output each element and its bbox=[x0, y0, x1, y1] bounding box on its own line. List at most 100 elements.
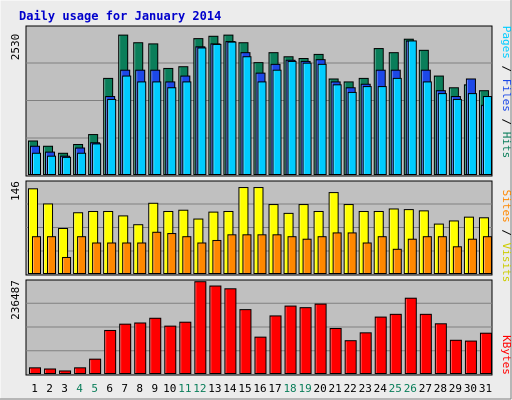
sites-bar bbox=[302, 238, 312, 274]
kbytes-bar-fill bbox=[89, 358, 102, 374]
pages-bar bbox=[62, 156, 72, 176]
sites-bar bbox=[92, 242, 102, 274]
sites-bar-fill bbox=[167, 233, 177, 274]
kbytes-bar bbox=[149, 317, 162, 374]
day-label: 5 bbox=[91, 382, 98, 395]
pages-bar-fill bbox=[347, 91, 357, 175]
kbytes-bar bbox=[269, 315, 282, 375]
pages-bar-fill bbox=[392, 77, 402, 175]
sites-bar-fill bbox=[242, 234, 252, 275]
pages-bar-fill bbox=[242, 56, 252, 176]
day-labels: 1 2 3 4 5 6 7 8 9 10 11 12 13 14 15 16 17 18 19 20 21 22 23 24 2… bbox=[31, 382, 492, 395]
pages-bar-fill bbox=[317, 63, 327, 175]
pages-bar bbox=[392, 77, 402, 175]
kbytes-bar-fill bbox=[449, 339, 462, 375]
sites-bar bbox=[377, 236, 387, 275]
pages-bar bbox=[92, 143, 102, 176]
day-label: 25 bbox=[389, 382, 402, 395]
kbytes-bar-fill bbox=[104, 329, 117, 374]
day-label: 26 bbox=[404, 382, 417, 395]
pages-bar bbox=[197, 47, 207, 175]
kbytes-bar bbox=[134, 322, 147, 375]
pages-bar-fill bbox=[422, 81, 432, 175]
pages-bar bbox=[422, 81, 432, 175]
middle-axis-max-label: 146 bbox=[9, 181, 22, 201]
kbytes-bar-fill bbox=[314, 303, 327, 374]
kbytes-bar bbox=[374, 316, 387, 375]
pages-bar-fill bbox=[377, 86, 387, 175]
kbytes-bar bbox=[164, 325, 177, 375]
pages-bar bbox=[152, 81, 162, 175]
legend-pages: Pages bbox=[500, 26, 512, 59]
sites-bar-fill bbox=[197, 242, 207, 274]
pages-bar bbox=[242, 56, 252, 176]
day-label: 1 bbox=[31, 382, 38, 395]
sites-bar bbox=[182, 236, 192, 275]
kbytes-bar-fill bbox=[374, 316, 387, 375]
pages-bar-fill bbox=[137, 81, 147, 175]
kbytes-bar-fill bbox=[299, 307, 312, 374]
pages-bar-fill bbox=[227, 41, 237, 175]
sites-bar-fill bbox=[452, 246, 462, 274]
kbytes-bar-fill bbox=[389, 313, 402, 374]
pages-bar-fill bbox=[77, 152, 87, 175]
kbytes-bar-fill bbox=[479, 332, 492, 375]
kbytes-bar bbox=[74, 367, 87, 374]
kbytes-bar bbox=[284, 305, 297, 374]
sites-bar-fill bbox=[332, 232, 342, 275]
pages-bar bbox=[302, 62, 312, 176]
legend-kbytes: KBytes bbox=[500, 335, 512, 375]
pages-bar bbox=[467, 93, 477, 175]
kbytes-bar-fill bbox=[59, 370, 72, 374]
sites-bar-fill bbox=[392, 248, 402, 275]
sites-bar bbox=[212, 239, 222, 274]
sites-bar-fill bbox=[182, 236, 192, 275]
kbytes-bar-fill bbox=[254, 336, 267, 375]
kbytes-bar-fill bbox=[194, 281, 207, 375]
pages-bar bbox=[107, 98, 117, 175]
kbytes-bar bbox=[449, 339, 462, 375]
sites-bar bbox=[482, 236, 492, 275]
pages-bar-fill bbox=[92, 143, 102, 176]
sites-bar bbox=[137, 242, 147, 274]
sites-bar bbox=[362, 242, 372, 274]
day-label: 10 bbox=[163, 382, 176, 395]
day-label: 14 bbox=[223, 382, 237, 395]
sites-bar-fill bbox=[272, 234, 282, 275]
pages-bar-fill bbox=[182, 81, 192, 175]
sites-bar bbox=[272, 234, 282, 275]
pages-bar-fill bbox=[122, 75, 132, 175]
legend-hits: Hits bbox=[500, 132, 512, 159]
pages-bar bbox=[272, 69, 282, 175]
day-label: 2 bbox=[46, 382, 53, 395]
kbytes-bar bbox=[119, 323, 132, 375]
day-label: 28 bbox=[434, 382, 447, 395]
kbytes-bar bbox=[224, 288, 237, 375]
kbytes-bar bbox=[59, 370, 72, 374]
sites-bar bbox=[122, 242, 132, 274]
pages-bar bbox=[137, 81, 147, 175]
kbytes-bar-fill bbox=[344, 340, 357, 375]
kbytes-bar-fill bbox=[284, 305, 297, 374]
kbytes-bar-fill bbox=[119, 323, 132, 375]
kbytes-bar bbox=[104, 329, 117, 374]
kbytes-bar-fill bbox=[359, 332, 372, 374]
kbytes-bar-fill bbox=[74, 367, 87, 374]
sites-bar-fill bbox=[212, 239, 222, 274]
kbytes-bar-fill bbox=[224, 288, 237, 375]
bottom-axis-max-label: 236487 bbox=[9, 280, 22, 320]
pages-bar bbox=[482, 96, 492, 175]
sites-bar bbox=[77, 236, 87, 275]
kbytes-bar-fill bbox=[419, 313, 432, 374]
middle-legend: Sites / Visits bbox=[500, 190, 512, 283]
pages-bar-fill bbox=[152, 81, 162, 175]
chart-panels bbox=[25, 25, 493, 376]
sites-bar-fill bbox=[137, 242, 147, 274]
sites-bar bbox=[332, 232, 342, 275]
sites-bar-fill bbox=[257, 234, 267, 275]
pages-bar-fill bbox=[482, 96, 492, 175]
day-label: 12 bbox=[193, 382, 206, 395]
kbytes-bar bbox=[434, 323, 447, 374]
pages-bar bbox=[212, 43, 222, 175]
pages-bar-fill bbox=[62, 156, 72, 176]
